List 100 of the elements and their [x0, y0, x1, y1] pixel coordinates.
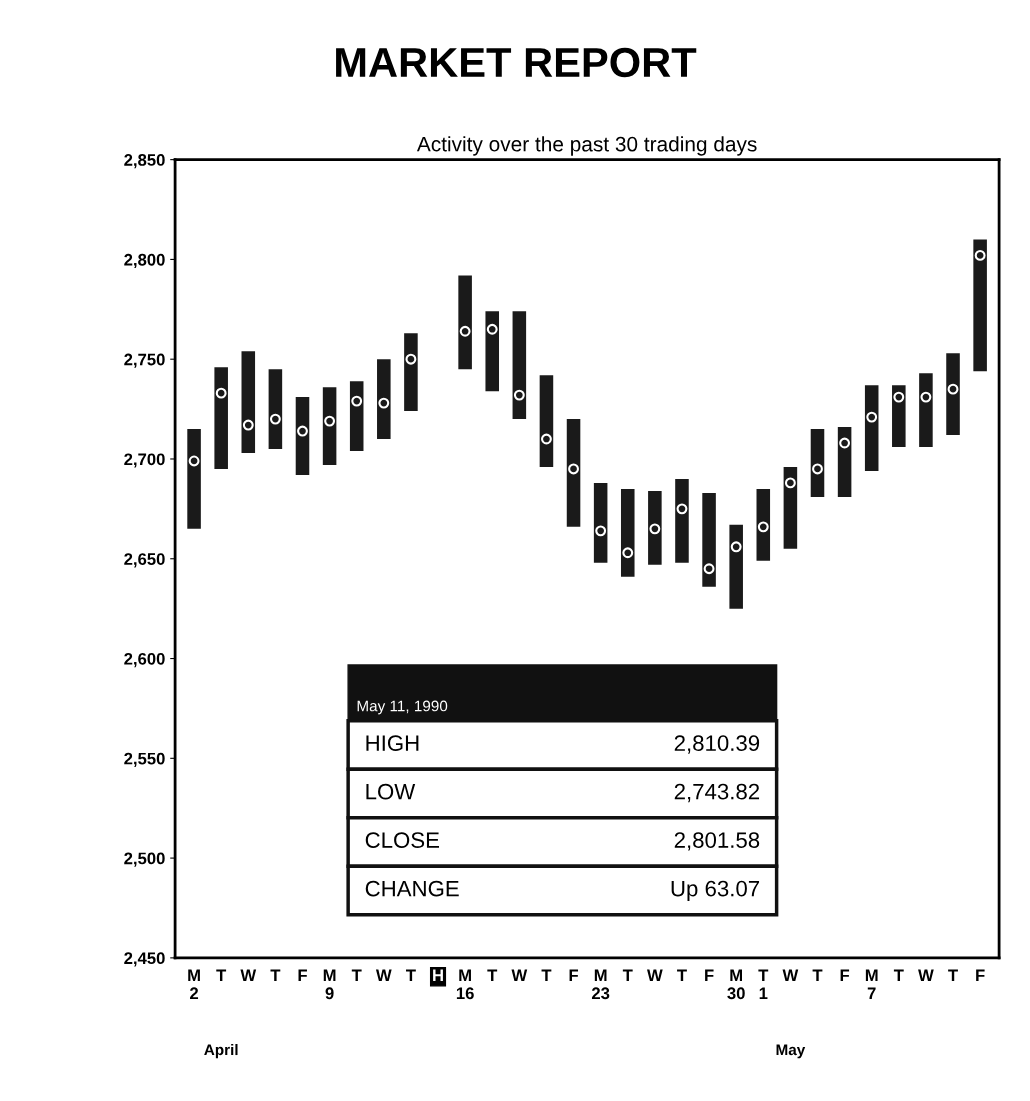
bar [404, 333, 418, 412]
bar [973, 239, 987, 372]
y-tick-label: 2,500 [124, 852, 165, 867]
x-tick-label: F [298, 969, 307, 982]
x-tick-label: F [705, 969, 714, 982]
point [974, 250, 986, 261]
x-tick-label: W [240, 969, 257, 982]
point [757, 521, 769, 533]
bar [458, 275, 472, 370]
bar [783, 466, 798, 549]
point [947, 383, 959, 395]
point [703, 563, 715, 575]
x-tick-label: F [569, 969, 579, 982]
bar [892, 385, 906, 448]
bar [756, 488, 771, 561]
point [622, 547, 634, 559]
bar [946, 353, 960, 436]
point [351, 395, 363, 407]
point [378, 397, 390, 409]
bar [593, 482, 608, 563]
x-tick-label: T [541, 969, 552, 982]
x-tick-label: M 23 [591, 969, 610, 1000]
point [269, 413, 281, 425]
point [893, 391, 905, 403]
y-tick-label: 2,450 [124, 952, 165, 967]
point [324, 415, 336, 427]
bar [675, 478, 689, 563]
y-tick-label: 2,650 [124, 553, 165, 568]
point [839, 437, 851, 449]
x-tick-label: T [893, 969, 904, 982]
point [242, 419, 254, 431]
text: May [776, 1044, 806, 1059]
chart-subtitle: Activity over the past 30 trading days [416, 136, 757, 156]
x-tick-label: W [511, 969, 528, 982]
bar [566, 419, 581, 527]
x-tick-label: W [782, 969, 799, 982]
annotation: CLOSE [365, 832, 439, 848]
point [188, 455, 200, 467]
x-tick-label: T [622, 969, 633, 982]
x-tick-label: T [677, 969, 687, 982]
bar [810, 429, 825, 497]
annotation: 2,810.39 [674, 735, 760, 754]
point [568, 463, 579, 475]
bar [512, 311, 527, 420]
x-tick-label: T [270, 969, 281, 982]
text: April [204, 1043, 238, 1059]
x-tick-label: M 2 [188, 969, 200, 1000]
bar [648, 490, 662, 565]
x-tick-label: T [487, 969, 498, 982]
bar [729, 524, 743, 609]
x-tick-label: T [216, 969, 227, 982]
point [649, 523, 661, 535]
point [866, 411, 878, 423]
bar [214, 367, 228, 469]
x-tick-label: M 7 [865, 969, 878, 1000]
x-tick-label: M 16 [456, 969, 474, 1000]
point [486, 323, 498, 335]
point [459, 325, 471, 337]
point [513, 389, 525, 401]
x-tick-label: F [976, 969, 985, 982]
x-tick-label: T [406, 969, 416, 982]
bar [702, 492, 716, 587]
point [297, 425, 308, 437]
bar [919, 373, 933, 448]
y-tick-label: 2,850 [124, 154, 165, 169]
x-tick-label: F [840, 969, 850, 982]
bar [268, 369, 283, 449]
y-tick-label: 2,550 [124, 752, 165, 767]
y-tick-label: 2,800 [124, 253, 165, 269]
annotation: 2,743.82 [674, 783, 760, 803]
x-tick-label: T [351, 969, 362, 982]
y-tick-label: 2,700 [124, 453, 165, 468]
x-tick-label: T [812, 969, 823, 982]
x-tick-label: T [948, 969, 958, 982]
x-tick-label: M 9 [323, 969, 336, 1000]
bar [485, 311, 500, 392]
x-tick-label: W [375, 969, 392, 982]
bar [620, 488, 635, 577]
x-tick-label: H [433, 969, 443, 982]
point [812, 463, 823, 475]
annotation: HIGH [366, 735, 419, 752]
x-tick-label: W [918, 969, 934, 982]
y-tick-label: 2,600 [124, 652, 165, 668]
annotation: Up 63.07 [671, 880, 760, 901]
bar [187, 429, 201, 529]
bar [864, 385, 879, 471]
point [676, 503, 688, 515]
x-tick-label: W [647, 969, 663, 982]
chart-title: MARKET REPORT [336, 47, 697, 78]
bar [349, 381, 364, 451]
x-tick-label: M 30 [727, 969, 745, 1000]
annotation: CHANGE [365, 880, 459, 897]
x-tick-label: T 1 [758, 969, 769, 1000]
point [784, 477, 796, 489]
annotation: 2,801.58 [674, 832, 760, 851]
point [541, 433, 552, 445]
bar [295, 397, 310, 475]
point [730, 541, 742, 553]
point [920, 391, 932, 403]
annotation: LOW [366, 783, 416, 800]
